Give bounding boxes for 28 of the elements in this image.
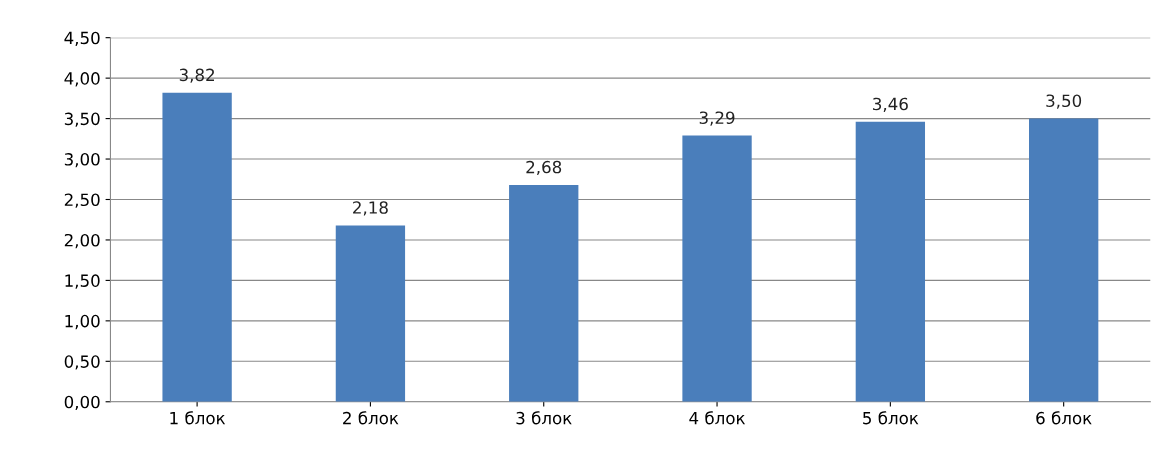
y-tick-label: 1,50 — [65, 274, 100, 289]
bar — [509, 184, 579, 402]
x-tick-label: 2 блок — [343, 411, 399, 425]
y-tick-label: 2,00 — [64, 233, 100, 249]
x-tick-label: 3 блок — [516, 411, 572, 425]
data-label: 2,18 — [353, 201, 388, 216]
data-label: 3,29 — [699, 111, 735, 126]
bar — [162, 92, 232, 402]
y-tick-label: 0,00 — [64, 395, 100, 411]
bar — [682, 135, 752, 402]
bar — [855, 121, 926, 402]
y-tick-label: 4,50 — [64, 31, 100, 46]
y-tick-label: 3,00 — [64, 153, 100, 168]
y-tick-label: 4,00 — [64, 72, 100, 87]
bar — [1029, 118, 1099, 402]
x-tick-label: 4 блок — [689, 411, 746, 425]
x-tick-label: 6 блок — [1036, 411, 1092, 425]
y-tick-label: 3,50 — [64, 112, 100, 127]
data-label: 3,82 — [179, 68, 214, 83]
data-label: 2,68 — [526, 160, 562, 176]
y-tick-label: 2,50 — [64, 193, 100, 208]
y-tick-label: 0,50 — [64, 355, 100, 370]
y-tick-label: 1,00 — [65, 314, 100, 330]
data-label: 3,46 — [873, 97, 908, 112]
x-tick-label: 1 блок — [170, 411, 226, 425]
bar — [335, 225, 406, 402]
data-label: 3,50 — [1046, 94, 1082, 109]
x-tick-label: 5 блок — [863, 411, 919, 425]
